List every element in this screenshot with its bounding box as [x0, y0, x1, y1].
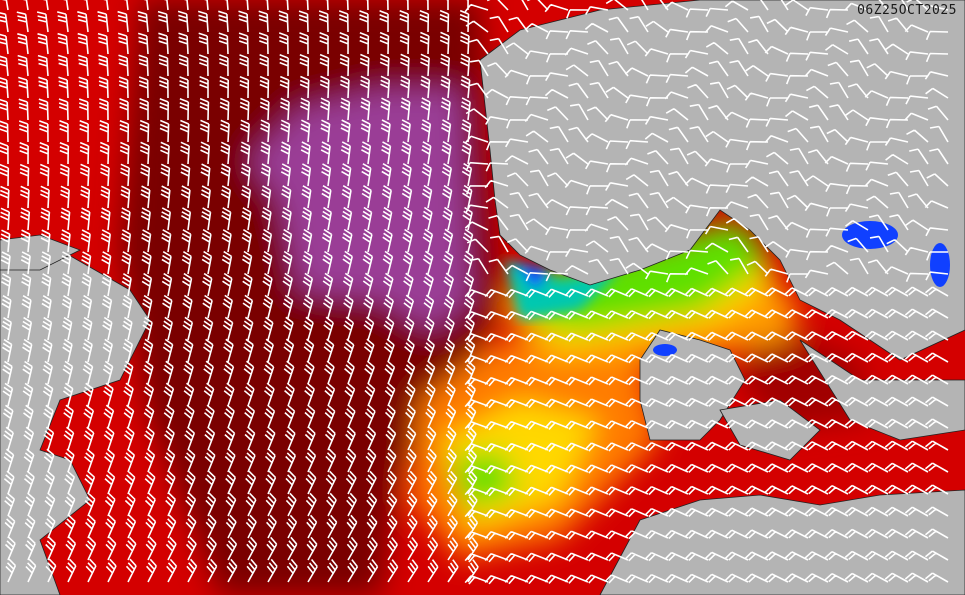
wind-barb-field	[0, 0, 949, 585]
green-zone-south	[450, 450, 520, 510]
purple-zone	[250, 90, 470, 330]
forecast-timestamp: 06Z25OCT2025	[857, 3, 957, 18]
lake-east	[653, 344, 677, 356]
blue-zone	[515, 262, 550, 290]
land-scotland-north	[0, 234, 81, 271]
wind-barbs	[0, 0, 949, 585]
land-britain	[0, 249, 151, 595]
sea-state-field	[120, 0, 870, 595]
lakes	[653, 221, 950, 356]
lake-vattern	[930, 243, 950, 287]
lake-vanern	[842, 221, 898, 249]
